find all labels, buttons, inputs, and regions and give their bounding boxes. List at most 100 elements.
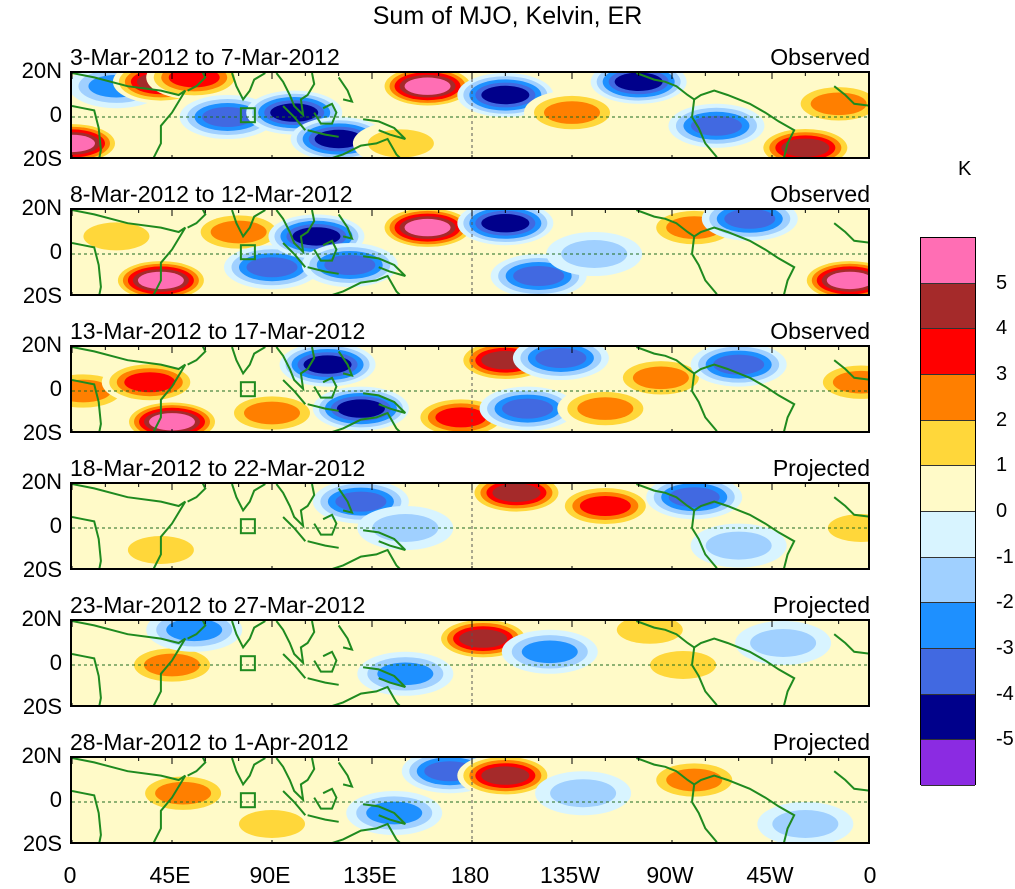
coastline xyxy=(72,73,187,157)
coastline xyxy=(231,484,266,513)
coastline xyxy=(187,73,207,92)
contour-level xyxy=(616,621,683,644)
warm-anomaly xyxy=(72,121,120,157)
contour-level xyxy=(579,496,631,516)
map-panel: 3-Mar-2012 to 7-Mar-2012 Observed xyxy=(70,44,870,159)
contour-level xyxy=(750,629,817,657)
coastline xyxy=(362,118,407,140)
panel-status-label: Observed xyxy=(770,44,870,70)
coastline xyxy=(72,379,102,431)
contour-level xyxy=(481,85,530,105)
colorbar-swatch xyxy=(921,329,975,375)
contour-level xyxy=(124,372,176,393)
contour-level xyxy=(168,73,220,88)
anomaly-field xyxy=(72,210,868,294)
anomaly-map xyxy=(70,756,870,844)
y-tick-label: 0 xyxy=(49,650,62,675)
coastline xyxy=(282,379,307,405)
colorbar-level-label: -3 xyxy=(996,637,1014,659)
anomaly-field xyxy=(72,758,868,842)
contour-level xyxy=(724,210,776,229)
colorbar-swatch xyxy=(921,649,975,695)
contour-level xyxy=(155,781,212,805)
coastline xyxy=(332,822,401,842)
contour-level xyxy=(435,407,487,428)
panel-status-label: Projected xyxy=(772,592,870,618)
y-tick-label: 20S xyxy=(22,831,62,856)
x-tick-label: 135E xyxy=(343,862,397,888)
coastline xyxy=(275,758,316,803)
warm-anomaly xyxy=(557,484,654,528)
warm-anomaly xyxy=(801,258,868,294)
contour-level xyxy=(292,227,341,246)
colorbar-swatch xyxy=(921,238,975,284)
coastline xyxy=(187,484,207,503)
contour-level xyxy=(404,218,451,237)
coastline xyxy=(833,359,868,381)
y-tick-label: 20S xyxy=(22,146,62,171)
cold-anomaly xyxy=(535,771,632,816)
colorbar-level-label: 2 xyxy=(996,408,1008,431)
contour-level xyxy=(810,92,867,116)
contour-level xyxy=(83,222,150,251)
colorbar-level-label: 5 xyxy=(996,271,1008,294)
coastline xyxy=(362,803,407,825)
cold-anomaly xyxy=(590,73,687,104)
warm-anomaly xyxy=(190,210,287,254)
cold-anomaly xyxy=(312,386,409,431)
y-tick-label: 20N xyxy=(21,606,62,631)
warm-anomaly xyxy=(352,121,449,157)
x-tick-label: 135W xyxy=(539,862,601,888)
contour-level xyxy=(372,514,439,542)
contour-level xyxy=(544,101,600,124)
panel-status-label: Projected xyxy=(772,455,870,481)
warm-anomaly xyxy=(224,802,320,842)
coastline xyxy=(72,484,187,568)
cold-anomaly xyxy=(246,90,343,135)
coastline xyxy=(636,73,796,157)
region-box xyxy=(239,655,256,672)
contour-level xyxy=(367,129,434,157)
contour-level xyxy=(210,220,267,244)
coastline xyxy=(72,516,102,568)
cold-anomaly xyxy=(668,103,765,148)
coastline xyxy=(72,347,187,431)
coastline xyxy=(636,484,796,568)
region-box xyxy=(239,518,256,535)
panel-status-label: Projected xyxy=(772,729,870,755)
contour-level xyxy=(781,138,830,157)
y-tick-label: 20N xyxy=(21,743,62,768)
anomaly-field xyxy=(72,484,868,568)
coastline xyxy=(72,653,102,705)
coastline xyxy=(313,787,338,810)
coastline xyxy=(690,647,718,705)
warm-anomaly xyxy=(790,81,868,126)
coastline xyxy=(833,222,868,244)
map-panel: 28-Mar-2012 to 1-Apr-2012 Projected xyxy=(70,729,870,844)
contour-level xyxy=(550,779,617,808)
cold-anomaly xyxy=(501,629,598,674)
chart-title: Sum of MJO, Kelvin, ER xyxy=(372,2,643,30)
coastline xyxy=(307,266,339,275)
coastline xyxy=(282,242,307,268)
coastline xyxy=(337,487,354,515)
panel-date-range: 28-Mar-2012 to 1-Apr-2012 xyxy=(70,729,349,755)
coastline xyxy=(362,255,407,277)
cold-anomaly xyxy=(301,243,398,287)
coastline xyxy=(636,758,796,842)
contour-level xyxy=(144,653,200,677)
cold-anomaly xyxy=(690,347,787,387)
coastline xyxy=(231,621,266,650)
y-tick-label: 20N xyxy=(21,195,62,220)
x-tick-label: 45E xyxy=(149,862,191,888)
warm-anomaly xyxy=(224,391,320,431)
contour-level xyxy=(404,77,451,95)
coastline xyxy=(362,392,407,414)
coastline xyxy=(332,411,401,431)
coastline xyxy=(313,376,338,399)
y-tick-label: 20N xyxy=(21,332,62,357)
coastline xyxy=(307,129,339,138)
coastline xyxy=(72,105,102,157)
coastline xyxy=(72,621,187,705)
